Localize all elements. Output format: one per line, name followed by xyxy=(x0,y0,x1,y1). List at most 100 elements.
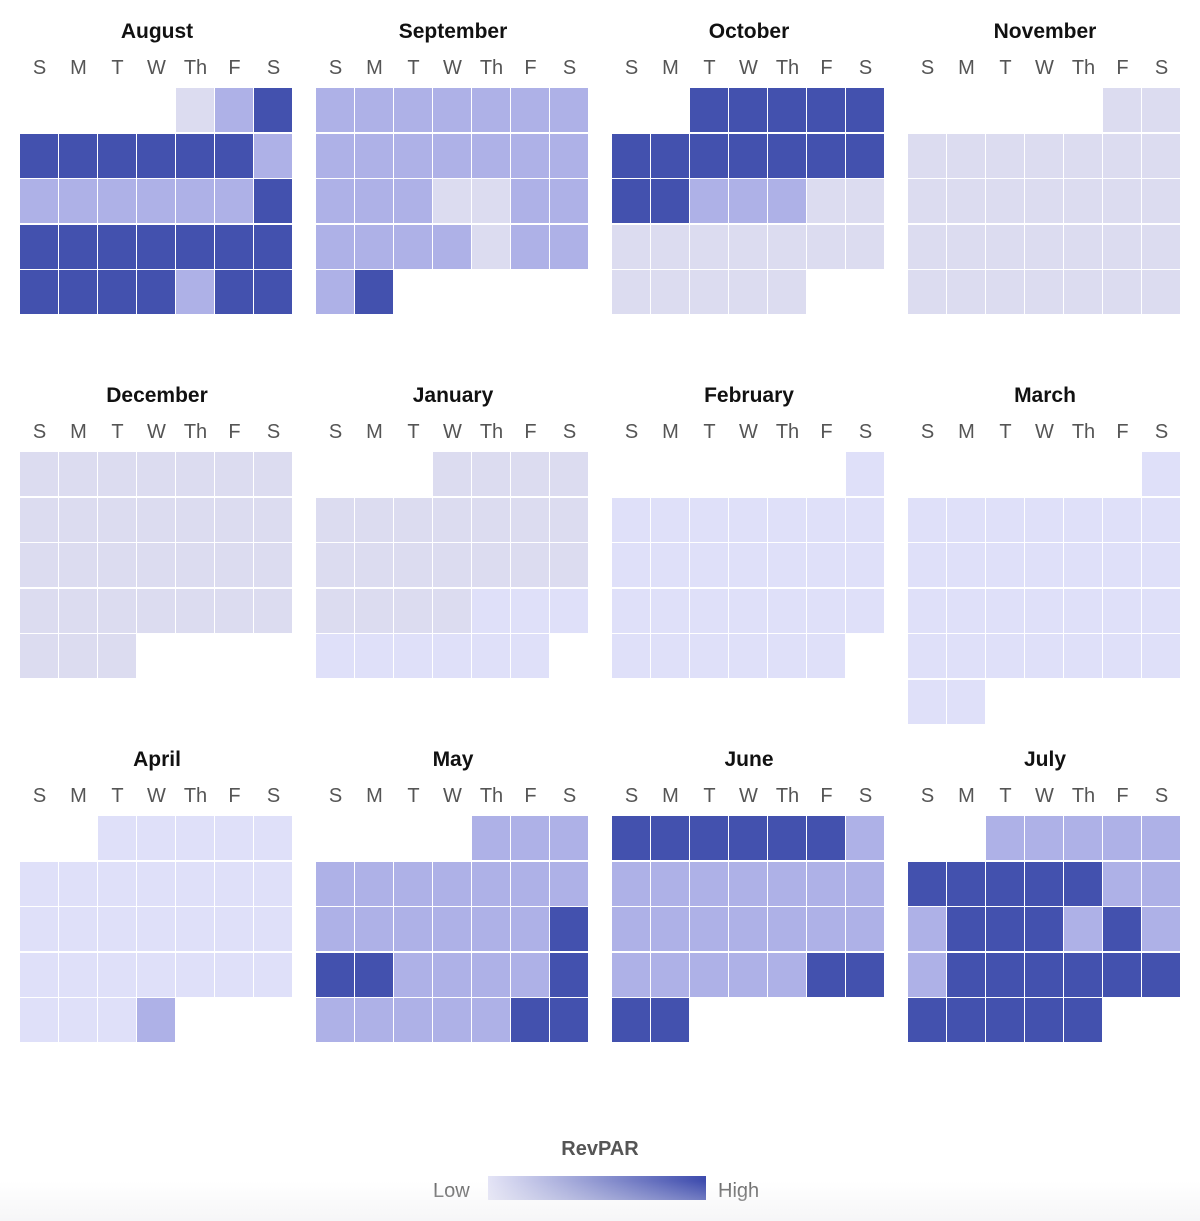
month-title: June xyxy=(724,748,774,771)
day-cell xyxy=(1025,588,1063,633)
day-cell xyxy=(651,952,689,997)
weekday-label: T xyxy=(999,57,1012,79)
day-cell xyxy=(137,497,175,542)
weekday-label: F xyxy=(1116,421,1129,443)
day-cell xyxy=(355,952,393,997)
day-cell xyxy=(908,497,946,542)
day-cell xyxy=(433,543,471,587)
day-cell xyxy=(550,133,588,178)
weekday-label: M xyxy=(958,57,975,79)
weekday-label: S xyxy=(920,57,935,79)
day-cell xyxy=(1103,816,1141,860)
day-cell xyxy=(1025,861,1063,906)
day-cell xyxy=(807,497,845,542)
day-cell xyxy=(908,179,946,223)
day-cell xyxy=(1064,588,1102,633)
day-cell xyxy=(947,179,985,223)
day-cell xyxy=(511,179,549,223)
day-cell xyxy=(807,179,845,223)
day-cell xyxy=(176,816,214,860)
day-cell xyxy=(846,588,884,633)
day-cell xyxy=(215,543,253,587)
day-cell xyxy=(316,497,354,542)
day-cell xyxy=(59,270,97,314)
day-cell xyxy=(433,88,471,132)
day-cell xyxy=(20,998,58,1042)
weekday-label: S xyxy=(562,421,577,443)
day-cell xyxy=(947,497,985,542)
day-cell xyxy=(729,133,767,178)
day-cell xyxy=(1103,497,1141,542)
weekday-label: T xyxy=(407,785,420,807)
day-cell xyxy=(729,634,767,678)
day-cell xyxy=(20,634,58,678)
day-cell xyxy=(908,270,946,314)
day-cell xyxy=(59,224,97,269)
day-cell xyxy=(1142,270,1180,314)
day-cell xyxy=(254,543,292,587)
weekday-label: S xyxy=(32,785,47,807)
day-cell xyxy=(550,179,588,223)
weekday-label: T xyxy=(111,421,124,443)
day-cell xyxy=(98,543,136,587)
day-cell xyxy=(768,497,806,542)
day-cell xyxy=(355,224,393,269)
day-cell xyxy=(20,861,58,906)
day-cell xyxy=(947,133,985,178)
day-cell xyxy=(807,861,845,906)
month-title: December xyxy=(106,384,208,407)
day-cell xyxy=(254,270,292,314)
day-cell xyxy=(947,998,985,1042)
day-cell xyxy=(472,588,510,633)
day-cell xyxy=(1103,133,1141,178)
day-cell xyxy=(612,133,650,178)
day-cell xyxy=(986,179,1024,223)
day-cell xyxy=(355,634,393,678)
day-cell xyxy=(1142,179,1180,223)
day-cell xyxy=(807,634,845,678)
day-cell xyxy=(98,952,136,997)
day-cell xyxy=(1064,543,1102,587)
day-cell xyxy=(846,543,884,587)
day-cell xyxy=(98,452,136,496)
day-cell xyxy=(1025,816,1063,860)
day-cell xyxy=(1064,179,1102,223)
weekday-label: F xyxy=(524,421,537,443)
day-cell xyxy=(59,998,97,1042)
day-cell xyxy=(215,452,253,496)
weekday-label: S xyxy=(562,785,577,807)
day-cell xyxy=(651,224,689,269)
weekday-label: Th xyxy=(479,785,504,807)
day-cell xyxy=(98,998,136,1042)
day-cell xyxy=(433,452,471,496)
day-cell xyxy=(947,634,985,678)
weekday-label: W xyxy=(147,421,166,443)
weekday-label: S xyxy=(624,421,639,443)
day-cell xyxy=(729,861,767,906)
month-title: April xyxy=(133,748,181,771)
day-cell xyxy=(1064,861,1102,906)
weekday-label: Th xyxy=(775,421,800,443)
day-cell xyxy=(947,907,985,951)
day-cell xyxy=(472,452,510,496)
day-cell xyxy=(98,224,136,269)
day-cell xyxy=(768,179,806,223)
day-cell xyxy=(215,224,253,269)
day-cell xyxy=(768,133,806,178)
day-cell xyxy=(394,88,432,132)
day-cell xyxy=(316,543,354,587)
day-cell xyxy=(20,952,58,997)
day-cell xyxy=(511,588,549,633)
day-cell xyxy=(846,497,884,542)
day-cell xyxy=(59,133,97,178)
day-cell xyxy=(690,179,728,223)
day-cell xyxy=(1064,907,1102,951)
day-cell xyxy=(1025,907,1063,951)
day-cell xyxy=(1025,634,1063,678)
day-cell xyxy=(651,497,689,542)
weekday-label: F xyxy=(1116,57,1129,79)
day-cell xyxy=(355,543,393,587)
month-title: January xyxy=(412,384,494,407)
weekday-label: W xyxy=(739,421,758,443)
weekday-label: T xyxy=(703,785,716,807)
